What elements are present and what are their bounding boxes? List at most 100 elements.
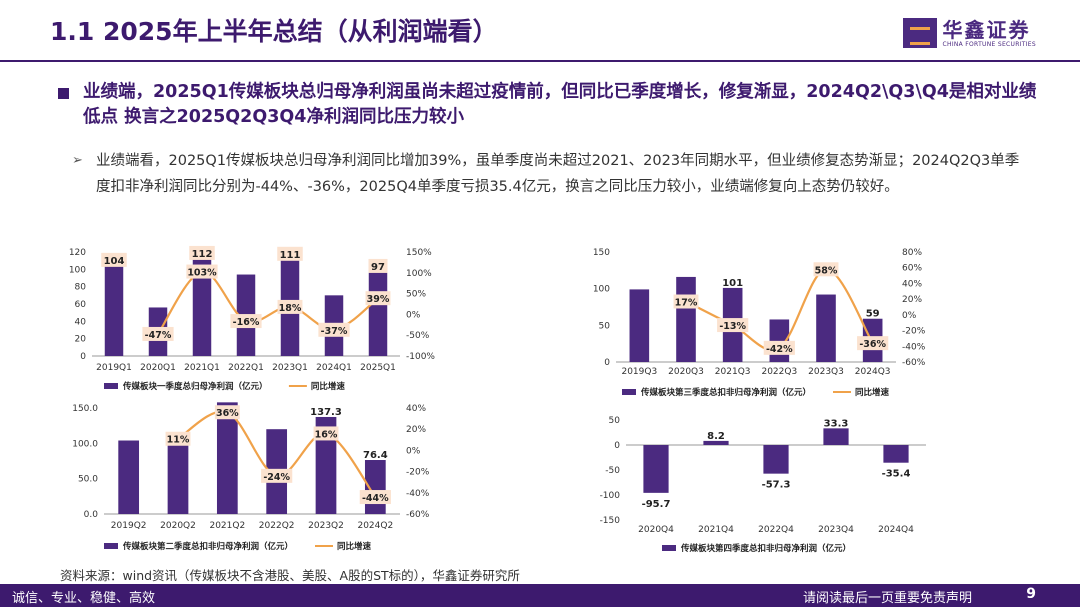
line-value-label: -37% (321, 326, 348, 337)
logo-icon (902, 18, 937, 48)
y-tick-label: -100 (600, 491, 621, 501)
legend-line-label: 同比增速 (855, 387, 890, 398)
bar-value-label: 137.3 (310, 407, 342, 418)
legend-bar-label: 传媒板块第三季度总扣非归母净利润（亿元） (640, 387, 811, 398)
chart-q3-net-profit: 0 50 100 150 -60% -40% -20% 0% 20% 40% 60% 80% 2019Q… (593, 248, 926, 398)
page-title: 1.1 2025年上半年总结（从利润端看） (50, 17, 498, 46)
y-tick-label: 20 (75, 335, 87, 345)
line-label-bg (277, 299, 303, 314)
bar (763, 445, 789, 474)
y-tick-label: 120 (69, 248, 86, 258)
x-tick-label: 2022Q1 (228, 363, 264, 373)
legend-bar-label: 传媒板块一季度总归母净利润（亿元） (122, 381, 268, 392)
x-tick-label: 2019Q2 (111, 521, 147, 531)
x-tick-label: 2024Q3 (855, 367, 891, 377)
bar-value-label: 33.3 (824, 418, 849, 429)
chart-q2-net-profit: 0.0 50.0 100.0 150.0 -60% -40% -20% 0% 20% 40% 201… (72, 402, 430, 552)
bar (676, 276, 696, 362)
line-label-bg (142, 326, 174, 341)
bar-label-bg (101, 252, 127, 267)
y-tick-label: -150 (600, 516, 621, 526)
x-tick-label: 2021Q1 (184, 363, 220, 373)
y2-tick-label: -40% (406, 489, 430, 499)
x-tick-label: 2020Q3 (668, 367, 704, 377)
line-value-label: -44% (362, 493, 389, 504)
legend-line-label: 同比增速 (337, 541, 372, 552)
line-label-bg (165, 431, 191, 446)
x-tick-label: 2023Q2 (308, 521, 344, 531)
bullet-square-icon (58, 88, 69, 99)
y-tick-label: 0.0 (84, 510, 99, 520)
body-text: 业绩端看，2025Q1传媒板块总归母净利润同比增加39%，虽单季度尚未超过202… (96, 153, 1020, 195)
bar (216, 402, 238, 514)
line-label-bg (318, 322, 350, 337)
legend-bar-label: 传媒板块第二季度总扣非归母净利润（亿元） (122, 541, 293, 552)
bar (629, 289, 650, 362)
brand-logo: 华鑫证券 CHINA FORTUNE SECURITIES (902, 17, 1036, 48)
footer-disclaimer[interactable]: 请阅读最后一页重要免责声明 (802, 591, 972, 606)
bar-value-label: 111 (280, 250, 301, 261)
line-value-label: -16% (233, 317, 260, 328)
y-tick-label: 80 (75, 283, 87, 293)
y-tick-label: 40 (75, 317, 87, 327)
line-label-bg (857, 336, 889, 351)
legend-bar-swatch (662, 545, 676, 551)
line-value-label: 58% (815, 265, 838, 276)
y2-tick-label: 40% (902, 279, 922, 289)
line-value-label: 11% (167, 435, 190, 446)
bar-label-bg (368, 258, 388, 273)
bar (823, 428, 849, 445)
line-label-bg (365, 291, 391, 306)
bar-value-label: -95.7 (642, 499, 671, 510)
bar-value-label: 97 (371, 262, 385, 273)
line-value-label: 103% (187, 268, 217, 279)
y2-tick-label: 20% (902, 295, 922, 305)
x-tick-label: 2021Q2 (209, 521, 245, 531)
y-tick-label: 60 (75, 300, 87, 310)
chart-q1-net-profit: 0 20 40 60 80 100 120 -100% -50% 0% 50% 100% 150% 201… (69, 245, 435, 392)
bar (703, 440, 729, 445)
y2-tick-label: 20% (406, 425, 426, 435)
line-label-bg (186, 264, 218, 279)
line-label-bg (763, 340, 795, 355)
source-note: 资料来源：wind资讯（传媒板块不含港股、美股、A股的ST标的），华鑫证券研究所 (60, 568, 520, 583)
legend-bar-swatch (104, 543, 118, 549)
y2-tick-label: -60% (406, 510, 430, 520)
y-tick-label: 100 (593, 285, 610, 295)
x-tick-label: 2024Q2 (357, 521, 393, 531)
logo-name-en: CHINA FORTUNE SECURITIES (942, 40, 1036, 48)
y2-tick-label: 0% (902, 311, 917, 321)
bar (368, 271, 388, 356)
y-tick-label: -50 (605, 466, 620, 476)
x-tick-label: 2019Q1 (96, 363, 132, 373)
x-tick-label: 2024Q4 (878, 525, 914, 535)
line-value-label: -47% (145, 330, 172, 341)
x-tick-label: 2022Q2 (259, 521, 295, 531)
x-tick-label: 2025Q1 (360, 363, 396, 373)
logo-name-cn: 华鑫证券 (942, 17, 1031, 42)
headline-text: 业绩端，2025Q1传媒板块总归母净利润虽尚未超过疫情前，但同比已季度增长，修复… (83, 82, 1037, 127)
x-tick-label: 2024Q1 (316, 363, 352, 373)
bar (104, 265, 124, 356)
bar-value-label: -35.4 (882, 469, 911, 480)
line-value-label: 39% (367, 294, 390, 305)
y2-tick-label: 0% (406, 446, 421, 456)
title-divider (0, 60, 1080, 62)
line-label-bg (214, 405, 240, 420)
line-value-label: 17% (675, 298, 698, 309)
bar (643, 445, 669, 493)
bar (315, 416, 337, 514)
line-label-bg (717, 318, 749, 333)
x-tick-label: 2022Q4 (758, 525, 794, 535)
y2-tick-label: 60% (902, 264, 922, 274)
legend-bar-swatch (104, 383, 118, 389)
y-tick-label: 50.0 (78, 475, 98, 485)
y-tick-label: 50 (599, 321, 611, 331)
bar-value-label: -57.3 (762, 480, 791, 491)
bar-value-label: 112 (192, 249, 213, 260)
bar-label-bg (277, 246, 303, 261)
bar (167, 432, 189, 514)
y-tick-label: 150 (593, 248, 610, 258)
x-tick-label: 2020Q2 (160, 521, 196, 531)
y2-tick-label: -50% (406, 331, 430, 341)
